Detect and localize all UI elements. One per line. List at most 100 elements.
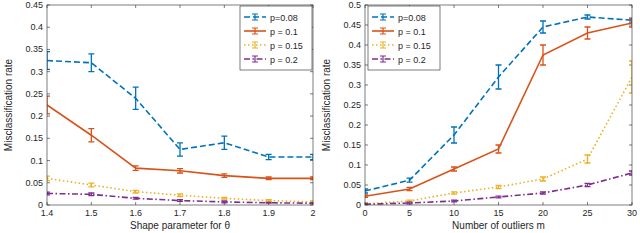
y-tick-label: 0.5 <box>348 0 361 10</box>
error-bar <box>585 183 591 186</box>
x-tick-label: 15 <box>493 208 503 218</box>
error-bar <box>177 200 183 202</box>
y-tick <box>365 165 368 166</box>
y-tick-right <box>310 71 313 72</box>
series-line <box>47 105 313 178</box>
y-axis-label: Misclassification rate <box>321 58 332 151</box>
plot-frame <box>365 5 632 205</box>
y-tick <box>365 185 368 186</box>
x-tick-label: 1.6 <box>129 208 142 218</box>
y-tick-right <box>629 145 632 146</box>
series-line <box>47 61 313 157</box>
error-bar <box>133 190 139 193</box>
legend-label: p = 0.1 <box>398 27 426 37</box>
y-tick-right <box>310 182 313 183</box>
figure: 1.41.51.61.71.81.9200.050.10.150.20.250.… <box>0 0 640 233</box>
y-tick <box>365 105 368 106</box>
y-tick-label: 0.35 <box>25 44 43 54</box>
legend-label: p = 0.2 <box>398 55 426 65</box>
y-tick <box>47 27 50 28</box>
y-tick-right <box>629 125 632 126</box>
y-tick <box>365 85 368 86</box>
y-tick-label: 0.1 <box>348 160 361 170</box>
error-bar <box>585 15 591 19</box>
error-bar <box>266 154 272 159</box>
error-bar <box>629 61 632 93</box>
legend-label: p = 0.2 <box>270 55 298 65</box>
y-tick-label: 0.15 <box>343 140 361 150</box>
error-bar <box>177 194 183 197</box>
error-bar <box>133 197 139 199</box>
x-tick-top <box>224 5 225 8</box>
x-tick-label: 25 <box>582 208 592 218</box>
y-tick-label: 0.25 <box>343 100 361 110</box>
error-bar <box>585 155 591 163</box>
error-bar <box>365 189 368 193</box>
y-tick-label: 0 <box>38 200 43 210</box>
error-bar <box>221 136 227 149</box>
y-tick-label: 0.4 <box>30 22 43 32</box>
error-bar <box>221 201 227 203</box>
x-tick-label: 1.8 <box>218 208 231 218</box>
series-line <box>365 77 632 204</box>
error-bar <box>496 65 502 89</box>
legend: p=0.08p = 0.1p = 0.15p = 0.2 <box>368 6 440 70</box>
y-tick <box>47 71 50 72</box>
legend: p=0.08p = 0.1p = 0.15p = 0.2 <box>240 6 312 70</box>
error-bar <box>451 200 457 202</box>
x-tick-top <box>543 5 544 8</box>
error-bar <box>407 178 413 182</box>
y-tick-label: 0.2 <box>30 111 43 121</box>
y-tick-label: 0.45 <box>343 20 361 30</box>
y-tick-label: 0.1 <box>30 156 43 166</box>
x-tick-label: 0 <box>362 208 367 218</box>
error-bar <box>266 200 272 202</box>
legend-box <box>240 6 312 70</box>
error-bar <box>540 177 546 181</box>
y-tick-label: 0.3 <box>348 80 361 90</box>
y-tick <box>365 45 368 46</box>
error-bar <box>88 183 94 187</box>
x-tick <box>91 202 92 205</box>
y-tick-label: 0.2 <box>348 120 361 130</box>
error-bar <box>310 154 313 159</box>
legend-label: p = 0.15 <box>398 41 431 51</box>
legend-errorbar <box>252 28 258 34</box>
y-tick-label: 0.3 <box>30 67 43 77</box>
y-tick <box>365 25 368 26</box>
error-bar <box>629 171 632 175</box>
error-bar <box>540 45 546 65</box>
y-tick-right <box>310 138 313 139</box>
y-tick-label: 0.25 <box>25 89 43 99</box>
data-group <box>365 15 632 205</box>
legend-errorbar <box>380 42 386 48</box>
y-tick <box>47 138 50 139</box>
error-bar <box>496 196 502 198</box>
plot-background <box>47 5 313 205</box>
error-bar <box>496 185 502 188</box>
y-tick-label: 0.15 <box>25 133 43 143</box>
x-tick-top <box>135 5 136 8</box>
legend-errorbar <box>380 56 386 62</box>
y-tick <box>47 49 50 50</box>
error-bar <box>496 145 502 153</box>
chart: 05101520253000.050.10.150.20.250.30.350.… <box>321 0 637 231</box>
error-bar <box>47 96 50 114</box>
series-line <box>365 23 632 196</box>
y-tick <box>365 145 368 146</box>
error-bar <box>133 87 139 109</box>
legend-errorbar <box>380 14 386 20</box>
error-bar <box>310 177 313 180</box>
y-tick-right <box>310 116 313 117</box>
error-bar <box>266 177 272 180</box>
x-tick <box>498 202 499 205</box>
y-tick <box>47 116 50 117</box>
series-line <box>365 17 632 191</box>
x-tick-label: 1.7 <box>174 208 187 218</box>
x-tick-top <box>91 5 92 8</box>
y-tick <box>365 125 368 126</box>
error-bar <box>47 192 50 195</box>
y-tick <box>47 93 50 94</box>
series-line <box>365 173 632 204</box>
legend-label: p = 0.1 <box>270 27 298 37</box>
